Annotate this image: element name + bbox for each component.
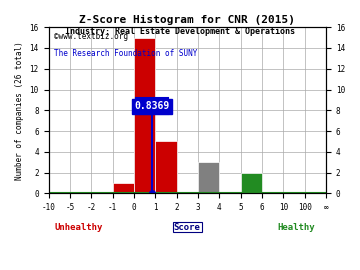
Y-axis label: Number of companies (26 total): Number of companies (26 total): [15, 41, 24, 180]
Text: ©www.textbiz.org: ©www.textbiz.org: [54, 32, 128, 41]
Bar: [240, 173, 262, 193]
Bar: [155, 141, 177, 193]
Text: 0.8369: 0.8369: [134, 101, 170, 111]
Text: Unhealthy: Unhealthy: [54, 222, 103, 231]
Text: Healthy: Healthy: [277, 222, 315, 231]
Text: Score: Score: [174, 222, 201, 231]
Text: The Research Foundation of SUNY: The Research Foundation of SUNY: [54, 49, 197, 58]
Title: Z-Score Histogram for CNR (2015): Z-Score Histogram for CNR (2015): [79, 15, 295, 25]
Bar: [198, 162, 219, 193]
Bar: [134, 38, 155, 193]
Text: Industry: Real Estate Development & Operations: Industry: Real Estate Development & Oper…: [65, 27, 295, 36]
Bar: [113, 183, 134, 193]
